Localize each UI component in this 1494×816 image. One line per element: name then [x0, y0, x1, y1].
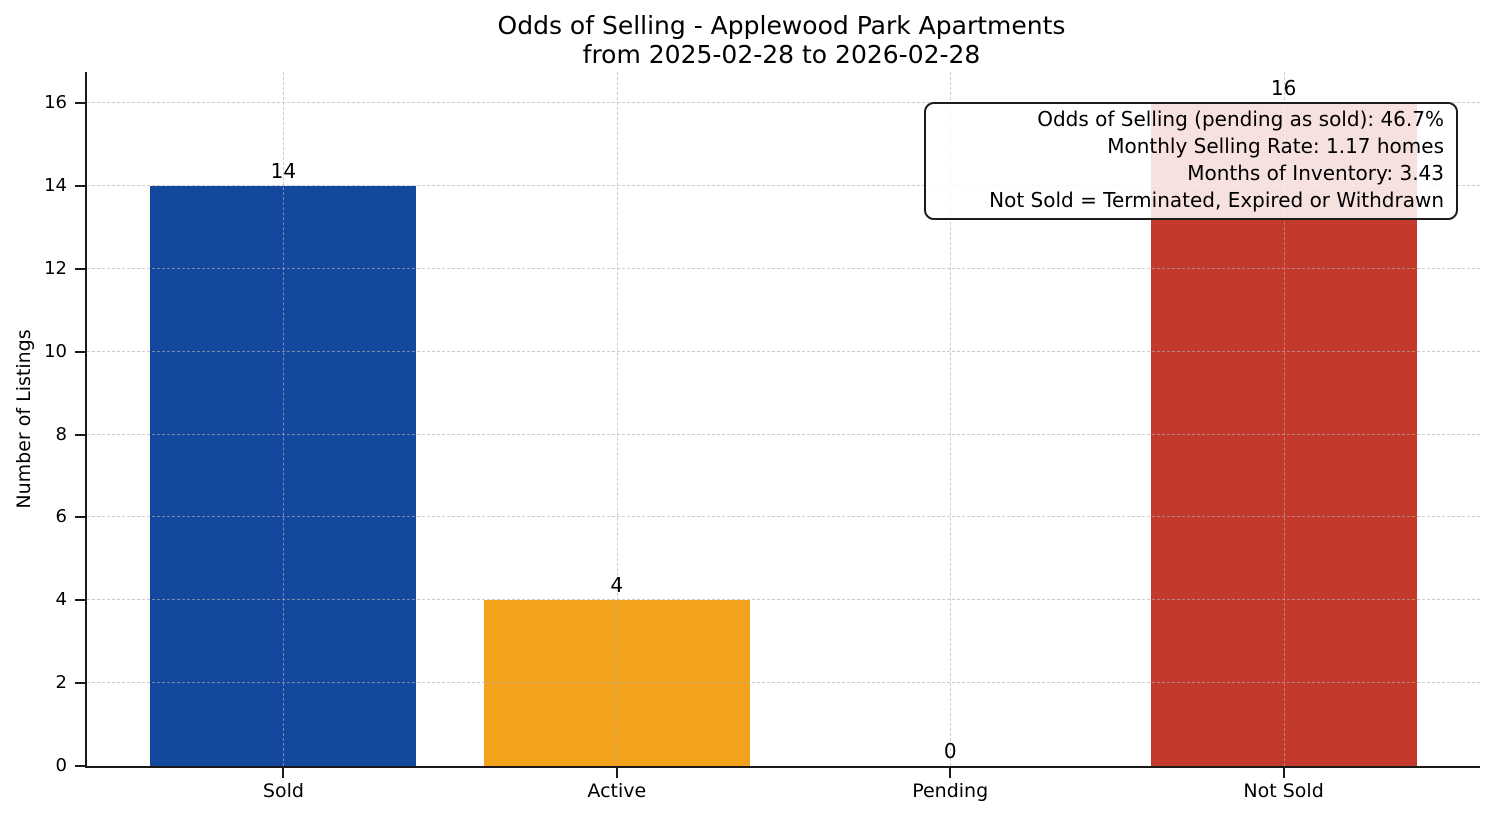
x-tick-label-active: Active [587, 780, 647, 802]
x-tick-label-pending: Pending [912, 780, 989, 802]
h-gridline [87, 184, 1480, 186]
bar-value-label-not-sold: 16 [1270, 76, 1297, 101]
y-tick-label: 16 [44, 92, 67, 114]
x-tick-mark [615, 768, 618, 778]
h-gridline [87, 267, 1480, 269]
y-tick-mark [75, 267, 85, 270]
annotation-line: Monthly Selling Rate: 1.17 homes [1107, 134, 1444, 158]
y-tick-mark [75, 682, 85, 685]
v-gridline [950, 72, 952, 766]
chart-title-line-2: from 2025-02-28 to 2026-02-28 [582, 40, 981, 69]
y-tick-mark [75, 765, 85, 767]
x-tick-label-not-sold: Not Sold [1243, 780, 1324, 802]
y-tick-label: 2 [55, 672, 67, 694]
x-tick-mark [282, 768, 285, 778]
h-gridline [87, 516, 1480, 518]
y-tick-label: 14 [44, 174, 67, 196]
h-gridline [87, 599, 1480, 601]
v-gridline [616, 72, 618, 766]
bar-value-label-active: 4 [610, 573, 624, 598]
h-gridline [87, 433, 1480, 435]
x-tick-mark [949, 768, 952, 778]
h-gridline [87, 102, 1480, 104]
y-tick-mark [75, 433, 85, 436]
annotation-line: Not Sold = Terminated, Expired or Withdr… [989, 188, 1444, 212]
y-tick-label: 6 [55, 506, 67, 528]
x-tick-mark [1282, 768, 1285, 778]
y-tick-mark [75, 184, 85, 187]
chart-title: Odds of Selling - Applewood Park Apartme… [85, 11, 1478, 69]
annotation-line: Odds of Selling (pending as sold): 46.7% [1037, 107, 1444, 131]
bar-value-label-pending: 0 [943, 739, 957, 763]
y-tick-label: 4 [55, 589, 67, 611]
y-tick-mark [75, 102, 85, 105]
y-tick-label: 10 [44, 340, 67, 362]
h-gridline [87, 350, 1480, 352]
y-tick-mark [75, 599, 85, 602]
h-gridline [87, 682, 1480, 684]
y-tick-label: 12 [44, 257, 67, 279]
x-tick-label-sold: Sold [262, 780, 304, 802]
y-tick-mark [75, 516, 85, 519]
y-tick-label: 8 [55, 423, 67, 445]
v-gridline [1283, 72, 1285, 766]
v-gridline [283, 72, 285, 766]
y-tick-label: 0 [55, 755, 67, 776]
chart-title-line-1: Odds of Selling - Applewood Park Apartme… [497, 11, 1066, 40]
stats-annotation-box: Odds of Selling (pending as sold): 46.7%… [924, 102, 1458, 220]
annotation-line: Months of Inventory: 3.43 [1187, 161, 1444, 185]
bar-value-label-sold: 14 [270, 158, 297, 183]
y-tick-mark [75, 350, 85, 353]
